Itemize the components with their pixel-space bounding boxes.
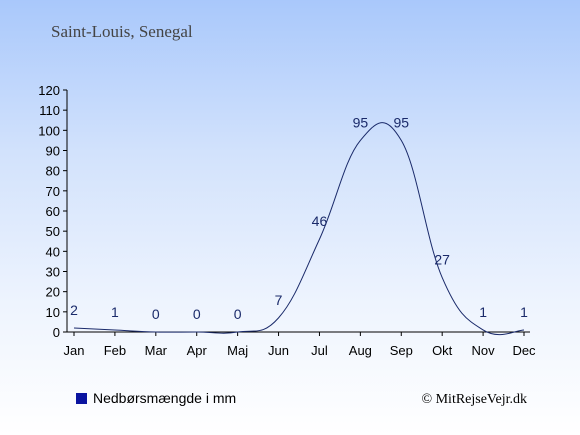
precipitation-line	[73, 122, 525, 336]
chart-title: Saint-Louis, Senegal	[51, 22, 193, 41]
x-axis-ticks: Jan Feb Mar Apr Maj Jun Jul Aug Sep Okt Nov Dec	[64, 332, 536, 358]
x-tick-label: Sep	[390, 343, 413, 358]
data-label: 27	[434, 252, 450, 268]
data-label: 95	[393, 114, 409, 130]
x-tick-label: Maj	[227, 343, 248, 358]
x-tick-label: Apr	[187, 343, 208, 358]
y-tick-label: 60	[46, 204, 60, 219]
y-tick-label: 0	[53, 325, 60, 340]
x-tick-label: Nov	[472, 343, 496, 358]
data-label: 1	[111, 304, 119, 320]
x-tick-label: Jul	[311, 343, 328, 358]
data-label: 2	[70, 302, 78, 318]
x-tick-label: Aug	[349, 343, 372, 358]
y-tick-label: 80	[46, 164, 60, 179]
legend-label: Nedbørsmængde i mm	[93, 390, 236, 406]
data-label: 46	[312, 213, 328, 229]
data-label: 0	[193, 306, 201, 322]
data-label: 7	[275, 292, 283, 308]
data-labels: 2 1 0 0 0 7 46 95 95 27 1 1	[70, 114, 528, 322]
y-tick-label: 100	[38, 123, 60, 138]
x-tick-label: Jan	[64, 343, 85, 358]
x-tick-label: Feb	[104, 343, 126, 358]
y-tick-label: 70	[46, 184, 60, 199]
data-label: 0	[234, 306, 242, 322]
y-tick-label: 110	[39, 103, 60, 118]
y-tick-label: 120	[38, 83, 60, 98]
y-tick-label: 30	[46, 265, 60, 280]
y-tick-label: 10	[46, 305, 60, 320]
y-tick-label: 20	[46, 285, 60, 300]
y-tick-label: 40	[46, 244, 60, 259]
y-tick-label: 90	[46, 144, 60, 159]
data-label: 0	[152, 306, 160, 322]
x-tick-label: Mar	[145, 343, 168, 358]
data-label: 95	[353, 114, 369, 130]
credit-text: © MitRejseVejr.dk	[421, 392, 527, 407]
data-label: 1	[479, 304, 487, 320]
y-tick-label: 50	[46, 224, 60, 239]
y-axis-ticks: 0 10 20 30 40 50 60 70 80 90 100 110 120	[38, 83, 67, 340]
x-tick-label: Okt	[432, 343, 453, 358]
legend-marker	[76, 393, 87, 404]
data-label: 1	[520, 304, 528, 320]
x-tick-label: Dec	[512, 343, 536, 358]
x-tick-label: Jun	[268, 343, 289, 358]
